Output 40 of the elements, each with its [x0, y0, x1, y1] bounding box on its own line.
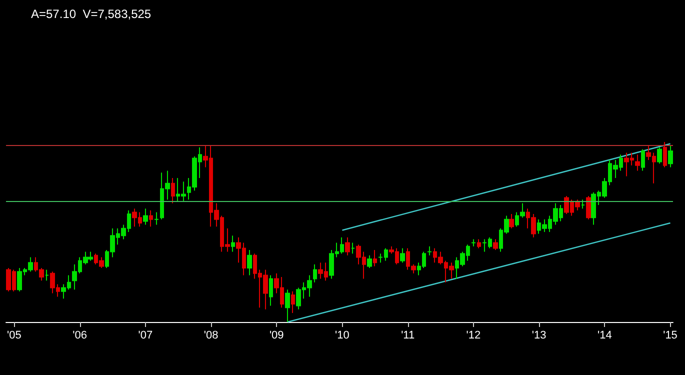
x-tick-label: '15 [663, 330, 678, 342]
chart-title: A=57.10 V=7,583,525 [31, 7, 152, 21]
candlestick [291, 290, 295, 314]
candlestick [367, 254, 372, 268]
candlestick [477, 238, 481, 249]
candlestick [373, 250, 377, 267]
candlestick [663, 142, 667, 168]
candlestick [400, 248, 405, 264]
x-tick-label: '08 [204, 330, 218, 342]
x-tick-label: '14 [597, 330, 612, 342]
candlestick [313, 264, 317, 283]
candlestick [493, 238, 498, 250]
candlestick [171, 178, 175, 204]
candlestick [231, 235, 235, 252]
x-tick-label: '05 [7, 330, 22, 342]
candlestick [581, 199, 585, 210]
candlestick [668, 145, 673, 168]
candlestick [657, 146, 662, 164]
candlestick [143, 208, 148, 226]
candlestick [641, 148, 645, 172]
candlestick [351, 242, 355, 254]
candlestick [285, 289, 290, 322]
candlestick [586, 196, 591, 220]
candlestick [471, 238, 476, 247]
x-tick-label: '09 [269, 330, 284, 342]
candlestick [247, 250, 252, 276]
candlestick [345, 236, 350, 256]
candlestick [154, 212, 159, 226]
x-tick-label: '06 [72, 330, 87, 342]
candlestick [509, 214, 514, 229]
candlestick [427, 246, 432, 256]
candlestick [149, 210, 153, 228]
candlestick [269, 274, 273, 306]
candlestick [45, 269, 49, 282]
x-tick-label: '10 [335, 330, 350, 342]
x-tick-label: '11 [401, 330, 415, 342]
candlestick [635, 154, 640, 172]
x-tick-label: '13 [532, 330, 546, 342]
x-tick-label: '12 [466, 330, 481, 342]
x-tick-label: '07 [138, 330, 153, 342]
